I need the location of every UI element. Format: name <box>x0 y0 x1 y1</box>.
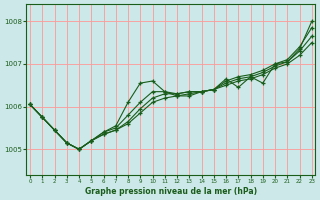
X-axis label: Graphe pression niveau de la mer (hPa): Graphe pression niveau de la mer (hPa) <box>85 187 257 196</box>
